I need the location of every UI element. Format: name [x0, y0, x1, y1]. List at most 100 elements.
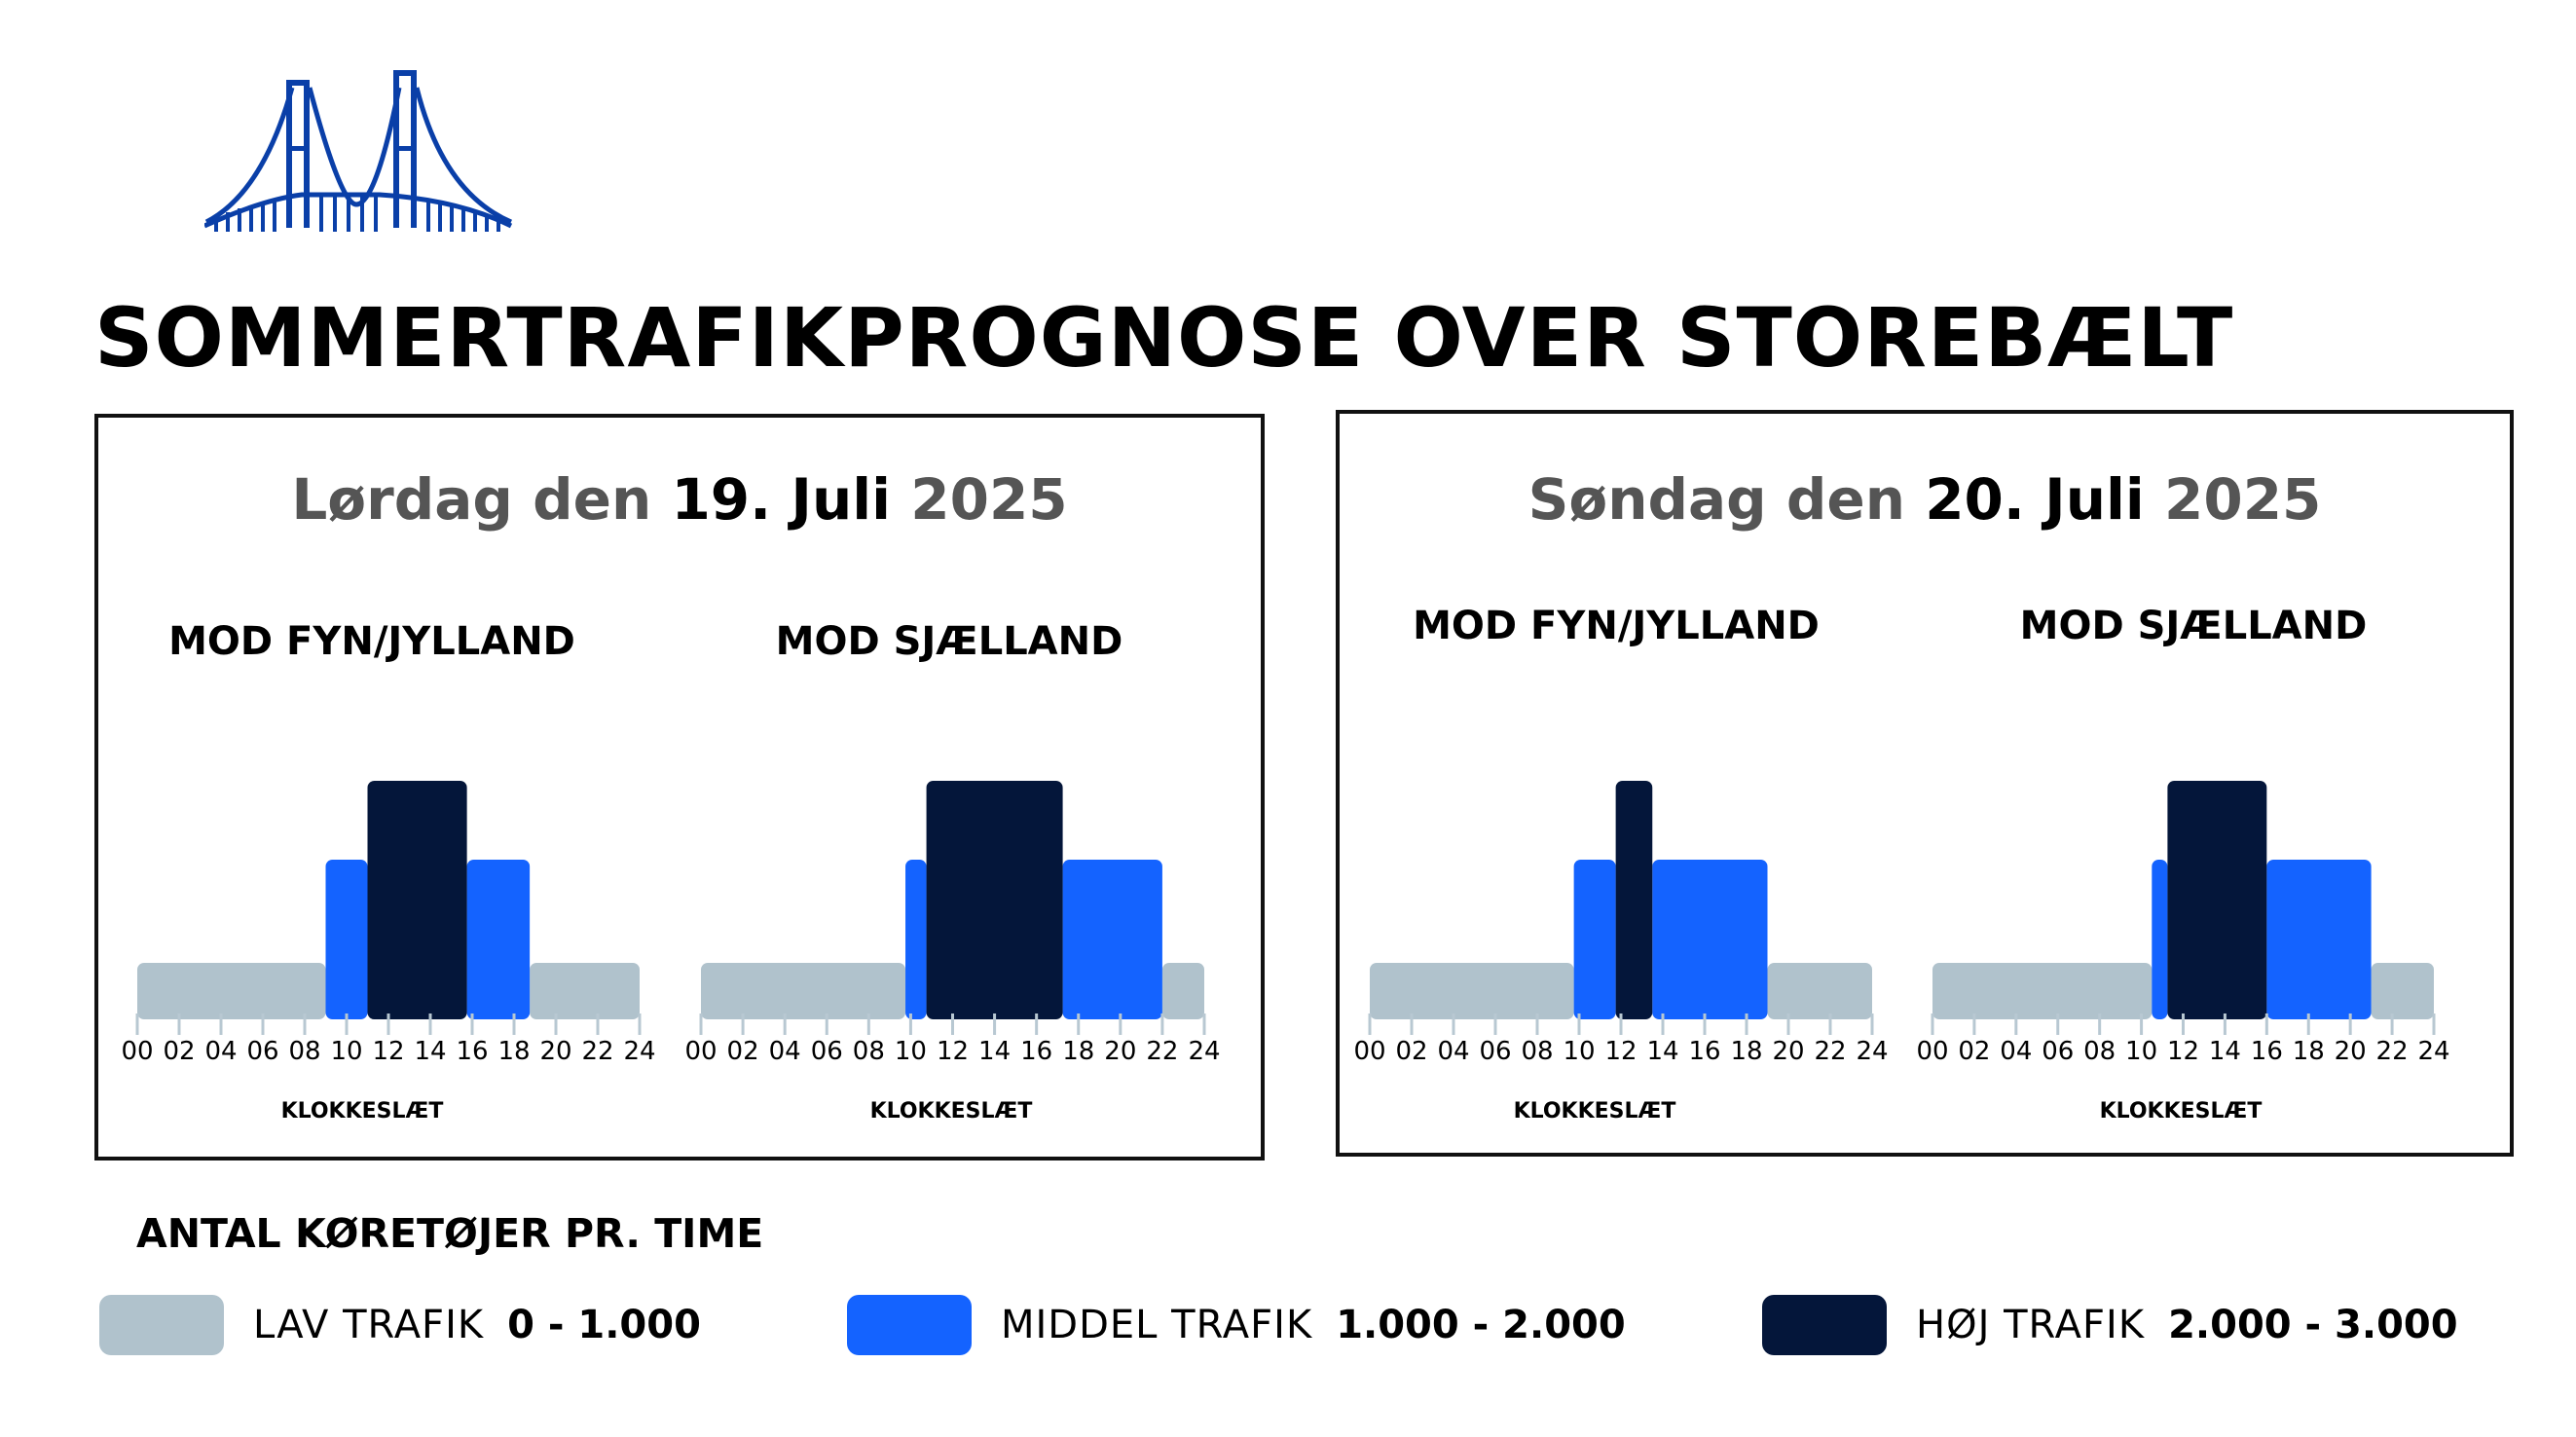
panel-day: Søndag den	[1527, 466, 1905, 533]
legend-swatch-mid	[847, 1295, 972, 1355]
chart-title: MOD SJÆLLAND	[2020, 604, 2368, 648]
legend-label: MIDDEL TRAFIK	[1001, 1303, 1313, 1347]
bar-mid	[2266, 860, 2372, 1019]
tick-label: 16	[456, 1037, 488, 1066]
tick-label: 24	[623, 1037, 655, 1066]
bar-high	[1615, 781, 1653, 1019]
tick-label: 00	[1916, 1037, 1948, 1066]
bar-low	[1370, 963, 1574, 1019]
tick-label: 00	[121, 1037, 153, 1066]
bar-low	[530, 963, 640, 1019]
bar-high	[2167, 781, 2267, 1019]
tick-label: 14	[1646, 1037, 1678, 1066]
tick-label: 02	[1395, 1037, 1427, 1066]
tick-label: 18	[497, 1037, 530, 1066]
tick-label: 04	[2000, 1037, 2032, 1066]
tick-label: 22	[1814, 1037, 1846, 1066]
tick-label: 04	[769, 1037, 801, 1066]
x-axis-label: KLOKKESLÆT	[2100, 1099, 2263, 1124]
tick-label: 16	[1020, 1037, 1052, 1066]
legend-item-mid: MIDDEL TRAFIK 1.000 - 2.000	[847, 1295, 1626, 1355]
panel-year: 2025	[2163, 466, 2322, 533]
legend-range: 0 - 1.000	[507, 1303, 701, 1347]
bar-low	[1161, 963, 1204, 1019]
bar-mid	[905, 860, 927, 1019]
bar-mid	[325, 860, 368, 1019]
tick-label: 02	[1958, 1037, 1990, 1066]
tick-label: 20	[1104, 1037, 1136, 1066]
x-axis-label: KLOKKESLÆT	[281, 1099, 444, 1124]
day-panel-sunday: Søndag den 20. Juli 2025	[1336, 410, 2514, 1157]
panel-day: Lørdag den	[291, 466, 652, 533]
tick-label: 12	[2167, 1037, 2199, 1066]
tick-label: 24	[1188, 1037, 1220, 1066]
bar-high	[926, 781, 1063, 1019]
bar-low	[1767, 963, 1872, 1019]
chart-title: MOD FYN/JYLLAND	[1413, 604, 1820, 648]
tick-label: 04	[204, 1037, 237, 1066]
bar-mid	[1062, 860, 1162, 1019]
tick-label: 14	[978, 1037, 1011, 1066]
bar-mid	[466, 860, 531, 1019]
legend-title: ANTAL KØRETØJER PR. TIME	[136, 1210, 764, 1257]
legend-label: HØJ TRAFIK	[1916, 1303, 2146, 1347]
tick-label: 06	[811, 1037, 843, 1066]
bar-high	[367, 781, 467, 1019]
legend-range: 2.000 - 3.000	[2168, 1303, 2458, 1347]
panel-date: 19. Juli	[671, 466, 892, 533]
tick-label: 24	[1856, 1037, 1888, 1066]
day-panel-saturday: Lørdag den 19. Juli 2025	[94, 414, 1265, 1161]
bar-low	[1932, 963, 2153, 1019]
x-axis-label: KLOKKESLÆT	[1514, 1099, 1676, 1124]
tick-label: 08	[1521, 1037, 1553, 1066]
bar-mid	[2152, 860, 2168, 1019]
panel-date: 20. Juli	[1925, 466, 2145, 533]
bar-low	[137, 963, 326, 1019]
bridge-logo	[204, 70, 513, 232]
bar-mid	[1652, 860, 1768, 1019]
tick-label: 08	[288, 1037, 320, 1066]
tick-label: 08	[2083, 1037, 2116, 1066]
tick-label: 20	[2335, 1037, 2367, 1066]
bar-low	[701, 963, 906, 1019]
tick-label: 14	[2209, 1037, 2241, 1066]
tick-label: 12	[937, 1037, 969, 1066]
tick-label: 02	[163, 1037, 195, 1066]
tick-label: 18	[1730, 1037, 1762, 1066]
tick-label: 24	[2417, 1037, 2449, 1066]
tick-label: 22	[581, 1037, 613, 1066]
tick-label: 02	[727, 1037, 759, 1066]
tick-label: 16	[2251, 1037, 2283, 1066]
page-title: SOMMERTRAFIKPROGNOSE OVER STOREBÆLT	[94, 290, 2234, 386]
tick-label: 22	[2376, 1037, 2409, 1066]
tick-label: 10	[895, 1037, 927, 1066]
panel-year: 2025	[910, 466, 1068, 533]
tick-label: 06	[1479, 1037, 1511, 1066]
legend-label: LAV TRAFIK	[253, 1303, 485, 1347]
chart-title: MOD FYN/JYLLAND	[168, 619, 575, 664]
tick-label: 06	[246, 1037, 278, 1066]
legend-swatch-high	[1762, 1295, 1887, 1355]
tick-label: 10	[2125, 1037, 2157, 1066]
tick-label: 16	[1688, 1037, 1720, 1066]
panel-heading: Lørdag den 19. Juli 2025	[98, 466, 1261, 533]
chart-title: MOD SJÆLLAND	[776, 619, 1123, 664]
bar-mid	[1573, 860, 1616, 1019]
tick-label: 12	[1604, 1037, 1637, 1066]
tick-label: 00	[1353, 1037, 1385, 1066]
legend-item-low: LAV TRAFIK 0 - 1.000	[99, 1295, 701, 1355]
tick-label: 04	[1437, 1037, 1469, 1066]
tick-label: 18	[1062, 1037, 1094, 1066]
legend-range: 1.000 - 2.000	[1336, 1303, 1626, 1347]
panel-heading: Søndag den 20. Juli 2025	[1340, 466, 2510, 533]
tick-label: 20	[1772, 1037, 1804, 1066]
tick-label: 10	[330, 1037, 362, 1066]
tick-label: 08	[853, 1037, 885, 1066]
tick-label: 00	[684, 1037, 717, 1066]
tick-label: 18	[2293, 1037, 2325, 1066]
bar-low	[2371, 963, 2434, 1019]
tick-label: 20	[539, 1037, 571, 1066]
tick-label: 14	[414, 1037, 446, 1066]
x-axis-label: KLOKKESLÆT	[870, 1099, 1033, 1124]
